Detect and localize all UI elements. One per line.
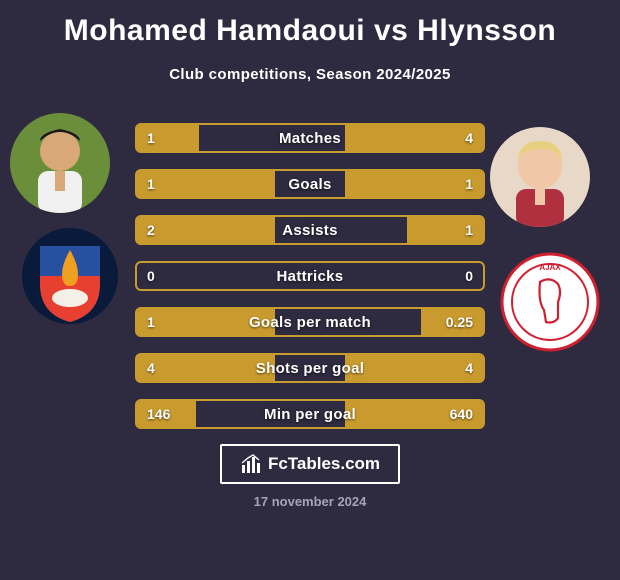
stat-row-assists: 2 Assists 1 (135, 215, 485, 245)
stat-value-left: 2 (147, 222, 155, 238)
svg-text:AJAX: AJAX (539, 263, 561, 272)
stat-label: Goals (288, 176, 331, 193)
stat-fill-left (137, 171, 275, 197)
stat-row-goals-per-match: 1 Goals per match 0.25 (135, 307, 485, 337)
stat-value-right: 640 (450, 406, 473, 422)
stat-fill-left (137, 217, 275, 243)
stat-value-left: 1 (147, 130, 155, 146)
stat-value-left: 4 (147, 360, 155, 376)
club-left-badge (20, 226, 120, 326)
page-subtitle: Club competitions, Season 2024/2025 (0, 66, 620, 83)
stat-fill-left (137, 355, 275, 381)
stat-fill-right (345, 355, 483, 381)
stat-value-left: 1 (147, 314, 155, 330)
stat-label: Hattricks (277, 268, 344, 285)
stat-value-left: 146 (147, 406, 170, 422)
stat-label: Assists (282, 222, 337, 239)
footer-brand-text: FcTables.com (268, 454, 380, 474)
stat-value-right: 0.25 (446, 314, 473, 330)
chart-icon (240, 453, 262, 475)
stat-value-left: 1 (147, 176, 155, 192)
stat-fill-right (345, 125, 483, 151)
stat-row-min-per-goal: 146 Min per goal 640 (135, 399, 485, 429)
stat-value-right: 0 (465, 268, 473, 284)
stats-container: 1 Matches 4 1 Goals 1 2 Assists 1 0 Hatt… (135, 123, 485, 445)
stat-value-right: 1 (465, 222, 473, 238)
stat-value-right: 4 (465, 130, 473, 146)
footer-brand[interactable]: FcTables.com (220, 444, 400, 484)
stat-value-right: 1 (465, 176, 473, 192)
stat-label: Matches (279, 130, 341, 147)
stat-row-matches: 1 Matches 4 (135, 123, 485, 153)
stat-label: Min per goal (264, 406, 356, 423)
stat-value-left: 0 (147, 268, 155, 284)
stat-row-shots-per-goal: 4 Shots per goal 4 (135, 353, 485, 383)
page-title: Mohamed Hamdaoui vs Hlynsson (0, 0, 620, 48)
footer-date: 17 november 2024 (254, 494, 367, 509)
stat-label: Goals per match (249, 314, 371, 331)
player-left-photo (10, 113, 110, 213)
stat-value-right: 4 (465, 360, 473, 376)
stat-row-hattricks: 0 Hattricks 0 (135, 261, 485, 291)
stat-fill-right (345, 171, 483, 197)
stat-row-goals: 1 Goals 1 (135, 169, 485, 199)
stat-label: Shots per goal (256, 360, 364, 377)
club-right-badge: AJAX (500, 252, 600, 352)
player-right-photo (490, 127, 590, 227)
